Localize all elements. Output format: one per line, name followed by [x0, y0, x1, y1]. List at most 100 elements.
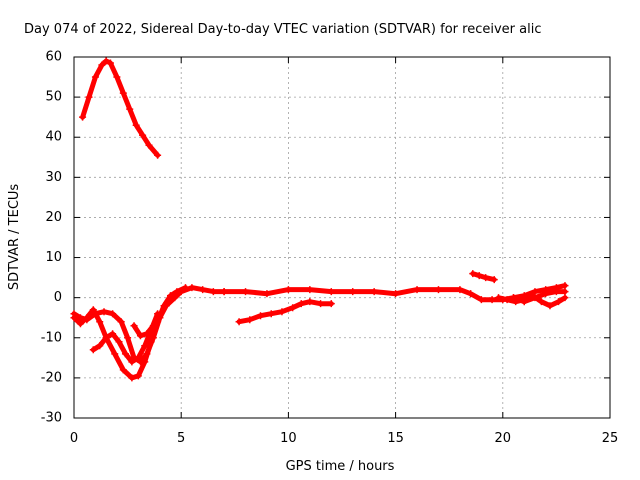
data-point [220, 288, 228, 296]
series-track-1 [79, 57, 162, 159]
data-point [128, 374, 136, 382]
data-point [263, 290, 271, 298]
data-point [531, 294, 539, 302]
data-point [235, 318, 243, 326]
data-point [392, 290, 400, 298]
series-line [236, 299, 334, 325]
data-point [173, 288, 181, 296]
data-point [83, 314, 91, 322]
data-point [100, 308, 108, 316]
data-point [134, 372, 142, 380]
data-point [124, 334, 132, 342]
grid [74, 57, 610, 418]
x-tick-label: 25 [602, 431, 619, 446]
data-point [119, 89, 127, 97]
y-tick-label: 50 [45, 90, 62, 105]
x-tick-label: 0 [70, 431, 78, 446]
data-point [289, 304, 297, 312]
data-point [143, 330, 151, 338]
data-point [555, 298, 563, 306]
y-tick-label: -30 [41, 411, 62, 426]
data-point [284, 286, 292, 294]
data-point [370, 288, 378, 296]
data-point [546, 302, 554, 310]
x-tick-label: 15 [387, 431, 404, 446]
data-point [503, 296, 511, 304]
series-track-11 [520, 288, 569, 306]
series-line [71, 285, 188, 381]
data-point [134, 354, 142, 362]
data-point [128, 358, 136, 366]
data-point [475, 272, 483, 280]
data-point [89, 346, 97, 354]
data-point [96, 342, 104, 350]
data-point [188, 284, 196, 292]
y-tick-label: 40 [45, 130, 62, 145]
data-point [96, 318, 104, 326]
data-point [267, 310, 275, 318]
data-point [531, 288, 539, 296]
data-point [102, 334, 110, 342]
data-point [106, 59, 114, 67]
data-point [242, 288, 250, 296]
data-point [297, 300, 305, 308]
series-track-8 [469, 270, 498, 284]
data-point [434, 286, 442, 294]
data-point [109, 330, 117, 338]
data-point [520, 292, 528, 300]
data-point [85, 93, 93, 101]
data-point [156, 314, 164, 322]
data-point [488, 296, 496, 304]
data-point [317, 300, 325, 308]
series-track-10 [510, 282, 569, 302]
data-point [510, 294, 518, 302]
data-point [490, 276, 498, 284]
data-point [76, 320, 84, 328]
data-point [199, 286, 207, 294]
data-point [537, 298, 545, 306]
y-tick-label: -20 [41, 370, 62, 385]
data-point [139, 131, 147, 139]
data-point [520, 298, 528, 306]
data-point [467, 290, 475, 298]
chart-title: Day 074 of 2022, Sidereal Day-to-day VTE… [24, 22, 541, 37]
data-point [456, 286, 464, 294]
series-track-3 [70, 284, 189, 382]
data-point [278, 308, 286, 316]
data-point [91, 73, 99, 81]
data-point [111, 350, 119, 358]
data-point [306, 286, 314, 294]
x-tick-label: 5 [177, 431, 185, 446]
data-point [257, 312, 265, 320]
data-point [136, 332, 144, 340]
data-point [117, 318, 125, 326]
data-point [327, 288, 335, 296]
data-point [469, 270, 477, 278]
data-point [141, 342, 149, 350]
data-point [561, 282, 569, 290]
y-tick-label: 20 [45, 210, 62, 225]
data-point [160, 302, 168, 310]
data-point [121, 350, 129, 358]
data-point [561, 288, 569, 296]
data-point [495, 294, 503, 302]
data-point [113, 73, 121, 81]
series-track-6 [235, 298, 335, 326]
data-point [166, 292, 174, 300]
data-point [119, 366, 127, 374]
data-point [126, 105, 134, 113]
y-tick-label: 30 [45, 170, 62, 185]
data-point [181, 284, 189, 292]
data-point [79, 113, 87, 121]
data-point [561, 294, 569, 302]
y-tick-label: 0 [54, 290, 62, 305]
data-point [349, 288, 357, 296]
data-point [209, 288, 217, 296]
y-axis-label: SDTVAR / TECUs [7, 184, 22, 291]
data-point [76, 314, 84, 322]
data-point [482, 274, 490, 282]
data-point [98, 61, 106, 69]
series-line [470, 271, 497, 283]
y-tick-label: 10 [45, 250, 62, 265]
